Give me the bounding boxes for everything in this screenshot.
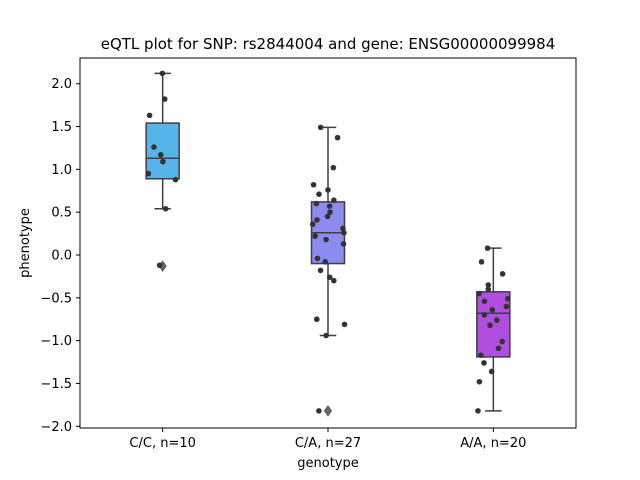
- y-tick-label: −0.5: [40, 291, 72, 306]
- data-point: [478, 352, 484, 358]
- box-iqr: [145, 122, 180, 180]
- data-point: [476, 378, 483, 385]
- data-point: [476, 290, 482, 297]
- data-point: [325, 187, 331, 193]
- data-point: [317, 267, 324, 274]
- data-point: [489, 307, 496, 313]
- data-point: [331, 197, 337, 203]
- x-tick-label: A/A, n=20: [460, 436, 526, 451]
- x-tick-label: C/C, n=10: [129, 436, 195, 451]
- data-point: [323, 332, 329, 339]
- y-tick-label: −1.5: [40, 377, 72, 392]
- data-point: [330, 164, 337, 171]
- data-point: [161, 96, 168, 102]
- data-point: [494, 317, 500, 323]
- y-tick-label: 1.0: [51, 163, 72, 178]
- data-point: [481, 312, 488, 318]
- data-point: [316, 191, 322, 197]
- data-point: [324, 213, 331, 220]
- data-point: [341, 229, 347, 236]
- data-point: [481, 360, 487, 366]
- y-tick-label: 0.5: [51, 206, 72, 221]
- data-point: [485, 282, 492, 288]
- data-point: [488, 368, 495, 375]
- data-point: [322, 259, 329, 265]
- y-tick-label: 2.0: [51, 77, 72, 92]
- data-point: [316, 408, 322, 414]
- data-point: [314, 217, 320, 223]
- data-point: [172, 176, 179, 183]
- data-point: [312, 233, 318, 239]
- y-tick-label: −2.0: [40, 420, 72, 435]
- y-tick-label: 1.5: [51, 120, 72, 135]
- x-tick-label: C/A, n=27: [295, 436, 361, 451]
- data-point: [475, 408, 481, 414]
- data-point: [313, 200, 320, 207]
- data-point: [334, 134, 341, 141]
- data-point: [310, 181, 317, 188]
- data-point: [314, 255, 321, 262]
- data-point: [317, 124, 324, 131]
- data-point: [499, 338, 505, 345]
- chart-title: eQTL plot for SNP: rs2844004 and gene: E…: [101, 35, 556, 53]
- data-point: [340, 225, 346, 232]
- box-group: [145, 72, 180, 272]
- data-point: [503, 303, 510, 310]
- data-point: [481, 298, 488, 305]
- data-point: [326, 203, 333, 209]
- data-point: [309, 221, 316, 227]
- data-point: [505, 295, 511, 302]
- data-point: [313, 316, 320, 323]
- data-point: [146, 112, 153, 119]
- data-point: [331, 277, 337, 284]
- data-point: [499, 271, 506, 277]
- y-tick-label: 0.0: [51, 248, 72, 263]
- data-point: [145, 170, 152, 177]
- data-point: [156, 262, 163, 269]
- data-point: [484, 245, 491, 251]
- data-point: [160, 158, 166, 165]
- data-point: [478, 259, 485, 265]
- data-point: [485, 286, 492, 293]
- data-point: [341, 321, 348, 328]
- y-tick-label: −1.0: [40, 334, 72, 349]
- outlier-marker: [324, 405, 332, 417]
- y-axis-label: phenotype: [18, 208, 33, 278]
- data-point: [162, 205, 169, 212]
- data-point: [487, 322, 493, 329]
- data-point: [157, 151, 164, 158]
- data-point: [151, 144, 157, 150]
- data-point: [159, 70, 166, 77]
- data-point: [326, 274, 333, 281]
- data-point: [340, 241, 347, 247]
- data-point: [327, 209, 333, 215]
- data-point: [495, 345, 502, 352]
- data-point: [323, 236, 329, 243]
- box-group: [310, 126, 346, 417]
- x-axis-label: genotype: [297, 456, 358, 471]
